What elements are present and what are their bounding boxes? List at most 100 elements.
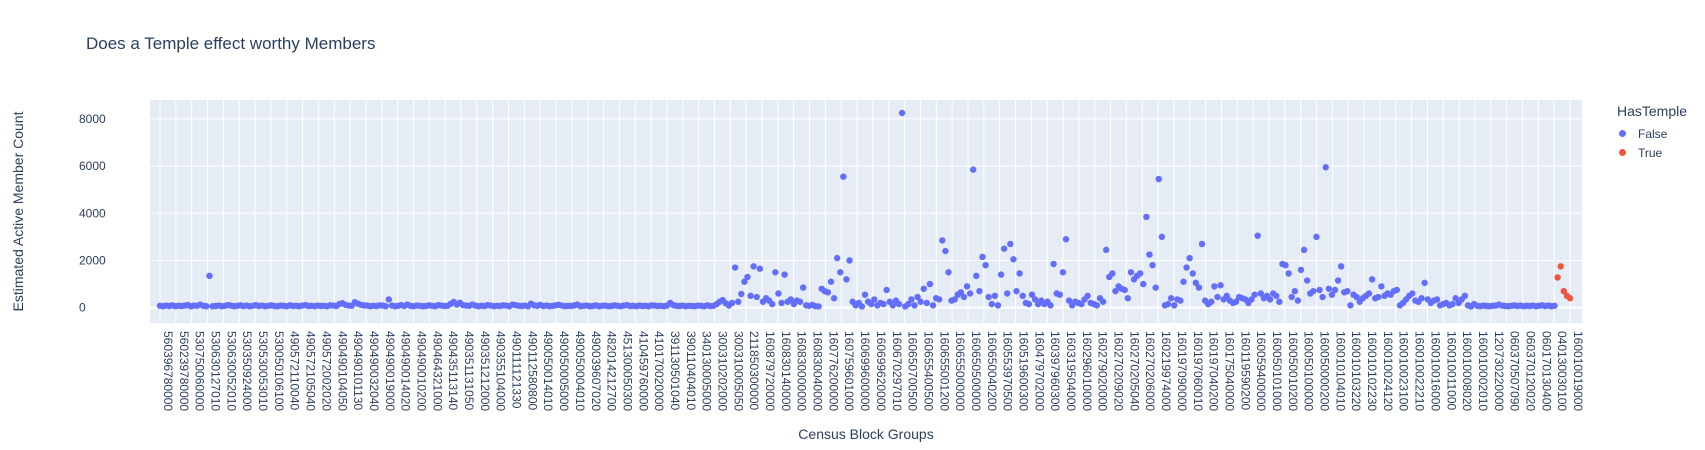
data-point-false[interactable]	[1000, 245, 1008, 252]
data-point-false[interactable]	[824, 289, 832, 296]
data-point-false[interactable]	[1010, 256, 1017, 263]
data-point-false[interactable]	[1300, 246, 1308, 254]
data-point-false[interactable]	[1004, 290, 1011, 297]
data-point-false[interactable]	[1180, 278, 1187, 285]
data-point-false[interactable]	[1375, 293, 1382, 301]
data-point-false[interactable]	[923, 299, 931, 307]
data-point-false[interactable]	[1452, 295, 1459, 302]
data-point-false[interactable]	[750, 263, 757, 270]
data-point-false[interactable]	[833, 254, 841, 262]
data-point-false[interactable]	[1316, 286, 1323, 294]
data-point-false[interactable]	[1102, 246, 1110, 254]
data-point-false[interactable]	[744, 273, 751, 281]
data-point-false[interactable]	[1056, 291, 1064, 298]
data-point-false[interactable]	[1393, 286, 1401, 294]
data-point-false[interactable]	[1418, 295, 1425, 302]
data-point-false[interactable]	[1319, 293, 1326, 301]
data-point-false[interactable]	[1214, 293, 1221, 301]
data-point-false[interactable]	[1183, 264, 1190, 271]
data-point-false[interactable]	[769, 300, 776, 308]
data-point-false[interactable]	[1310, 287, 1317, 295]
data-point-false[interactable]	[1365, 290, 1373, 297]
data-point-false[interactable]	[966, 290, 974, 297]
data-point-false[interactable]	[994, 302, 1002, 309]
data-point-false[interactable]	[880, 300, 887, 308]
data-point-false[interactable]	[1152, 284, 1159, 291]
data-point-false[interactable]	[843, 276, 850, 283]
data-point-false[interactable]	[997, 271, 1005, 278]
data-point-false[interactable]	[1248, 296, 1255, 303]
data-point-true[interactable]	[1566, 295, 1574, 302]
data-point-false[interactable]	[1282, 261, 1289, 269]
data-point-false[interactable]	[1331, 286, 1339, 294]
data-point-false[interactable]	[1217, 282, 1224, 289]
data-point-false[interactable]	[1149, 261, 1156, 269]
data-point-false[interactable]	[385, 296, 393, 303]
data-point-false[interactable]	[858, 303, 866, 310]
data-point-false[interactable]	[1313, 233, 1320, 241]
data-points[interactable]	[156, 109, 1574, 310]
data-point-false[interactable]	[1177, 297, 1184, 304]
data-point-false[interactable]	[979, 253, 986, 261]
data-point-false[interactable]	[889, 302, 897, 309]
data-point-false[interactable]	[929, 302, 937, 309]
data-point-false[interactable]	[1121, 286, 1128, 294]
data-point-false[interactable]	[840, 173, 847, 180]
data-point-false[interactable]	[1007, 240, 1014, 248]
data-point-false[interactable]	[1099, 298, 1107, 305]
data-point-false[interactable]	[1433, 296, 1441, 303]
data-point-false[interactable]	[985, 293, 992, 301]
data-point-false[interactable]	[1031, 296, 1039, 303]
data-point-false[interactable]	[1337, 263, 1345, 270]
data-point-false[interactable]	[1551, 302, 1558, 309]
data-point-false[interactable]	[1223, 292, 1230, 300]
data-point-false[interactable]	[945, 269, 952, 276]
data-point-false[interactable]	[1136, 270, 1144, 277]
data-point-false[interactable]	[731, 264, 739, 271]
data-point-false[interactable]	[908, 296, 915, 303]
data-point-false[interactable]	[1112, 287, 1119, 295]
data-point-false[interactable]	[871, 296, 878, 303]
data-point-false[interactable]	[942, 247, 949, 255]
data-point-false[interactable]	[1211, 283, 1218, 290]
data-point-false[interactable]	[895, 300, 903, 308]
data-point-false[interactable]	[778, 299, 785, 307]
data-point-false[interactable]	[1421, 279, 1428, 287]
data-point-false[interactable]	[970, 166, 977, 173]
data-point-true[interactable]	[1560, 287, 1568, 295]
data-point-false[interactable]	[837, 269, 844, 276]
data-point-false[interactable]	[1449, 300, 1456, 308]
data-point-false[interactable]	[830, 295, 838, 302]
data-point-false[interactable]	[988, 300, 995, 308]
data-point-false[interactable]	[781, 271, 788, 278]
data-point-false[interactable]	[1164, 300, 1172, 308]
data-point-false[interactable]	[756, 265, 764, 272]
data-point-false[interactable]	[1093, 302, 1101, 309]
data-point-false[interactable]	[963, 283, 971, 290]
data-point-false[interactable]	[741, 278, 748, 285]
data-point-false[interactable]	[796, 298, 804, 305]
data-point-false[interactable]	[951, 296, 958, 303]
data-point-true[interactable]	[1554, 274, 1561, 281]
data-point-false[interactable]	[1334, 277, 1342, 284]
data-point-false[interactable]	[1266, 296, 1274, 303]
data-point-false[interactable]	[1127, 269, 1135, 276]
data-point-false[interactable]	[939, 237, 946, 244]
data-point-false[interactable]	[1158, 233, 1166, 241]
data-point-false[interactable]	[917, 298, 924, 305]
data-point-false[interactable]	[926, 280, 934, 288]
data-point-false[interactable]	[1013, 287, 1020, 295]
data-point-false[interactable]	[1276, 298, 1283, 305]
legend-item-true[interactable]: True	[1617, 143, 1687, 162]
data-point-false[interactable]	[905, 300, 912, 308]
data-point-false[interactable]	[1016, 270, 1023, 277]
data-point-false[interactable]	[991, 292, 999, 300]
data-point-false[interactable]	[1232, 298, 1240, 305]
data-point-false[interactable]	[799, 284, 807, 291]
data-point-false[interactable]	[1171, 302, 1178, 309]
data-point-false[interactable]	[1050, 260, 1057, 268]
data-point-false[interactable]	[1344, 287, 1351, 295]
data-point-false[interactable]	[982, 261, 989, 269]
data-point-false[interactable]	[1294, 297, 1302, 304]
data-point-false[interactable]	[1303, 277, 1311, 284]
